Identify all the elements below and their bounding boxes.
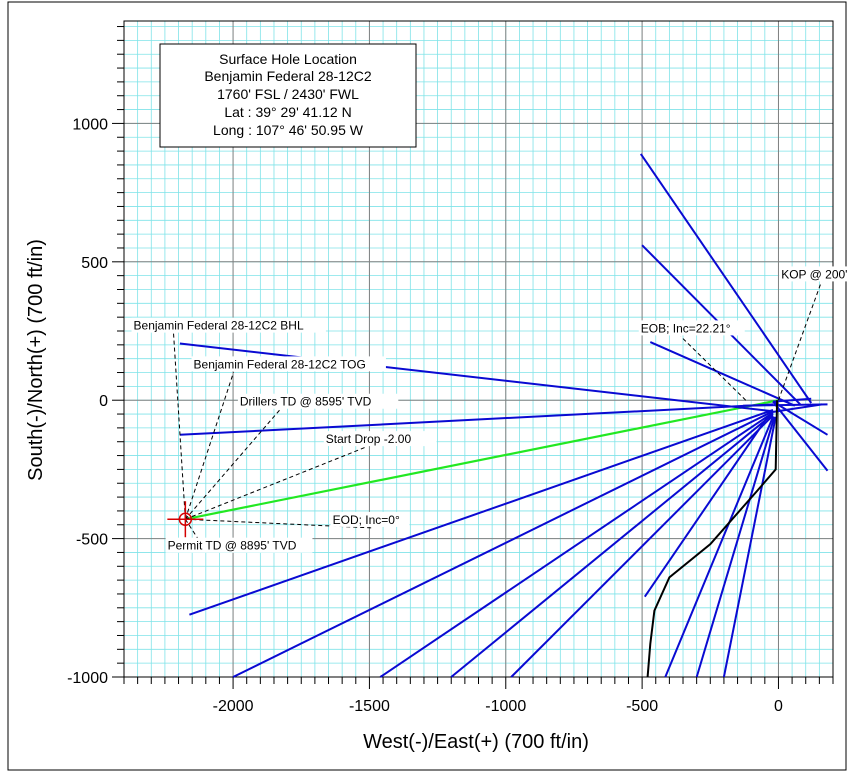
annotation-leader — [680, 336, 747, 401]
annotation-label-bg — [237, 393, 399, 409]
offset-well-line — [450, 413, 774, 678]
y-tick-label: -500 — [76, 532, 108, 549]
offset-well-line — [695, 416, 776, 678]
legend-frame — [159, 43, 417, 148]
offset-well-line — [179, 342, 774, 413]
annotation-label: Drillers TD @ 8595' TVD — [240, 395, 372, 409]
x-tick-label: -1000 — [485, 698, 526, 715]
annotation-leader — [185, 446, 366, 520]
x-tick-label: -2000 — [213, 698, 254, 715]
offset-well-line — [510, 414, 774, 678]
offset-well-line — [232, 410, 774, 678]
annotation-leader — [184, 372, 235, 520]
offset-well-line — [189, 408, 774, 616]
legend-box: Surface Hole Location Benjamin Federal 2… — [159, 43, 417, 148]
annotation-label-bg — [191, 356, 386, 372]
annotation-label-bg — [638, 320, 745, 336]
y-tick-label: 500 — [81, 255, 108, 272]
annotation-labels: KOP @ 200' EOB; Inc=22.21° Benjamin Federa… — [131, 266, 850, 553]
y-tick-label: 1000 — [72, 116, 108, 133]
annotation-label-bg — [323, 431, 437, 447]
annotation-leader — [184, 409, 281, 520]
offset-well-line — [772, 400, 829, 472]
x-tick-label: 0 — [774, 698, 783, 715]
x-tick-label: -500 — [626, 698, 658, 715]
annotation-label: Permit TD @ 8895' TVD — [168, 539, 297, 553]
y-tick-label: -1000 — [67, 670, 108, 687]
y-tick-label: 0 — [99, 393, 108, 410]
annotation-leader — [173, 333, 186, 520]
offset-well-line — [646, 400, 779, 678]
legend-line-3: 1760' FSL / 2430' FWL — [217, 86, 359, 102]
annotation-label-bg — [779, 266, 850, 282]
target-marker — [167, 501, 204, 538]
offset-well-line — [772, 397, 812, 403]
offset-well-line — [643, 416, 769, 598]
offset-well-line — [742, 403, 828, 407]
offset-well-line — [722, 416, 777, 678]
tick-labels: -2000 -1500 -1000 -500 0 1000 500 0 -500 -1000 — [67, 116, 783, 715]
offset-well-line — [379, 411, 774, 678]
offset-well-line — [772, 400, 829, 436]
y-axis-title: South(-)/North(+) (700 ft/in) — [25, 239, 47, 481]
offset-well-line — [649, 341, 796, 407]
annotation-label-bg — [131, 317, 326, 333]
annotation-label: Start Drop -2.00 — [326, 432, 412, 446]
legend-line-4: Lat : 39° 29' 41.12 N — [224, 104, 351, 120]
annotation-label-bg — [330, 511, 410, 527]
offset-well-line — [639, 153, 813, 404]
annotation-label: KOP @ 200' — [781, 267, 847, 281]
axis-ticks — [112, 26, 834, 689]
annotation-label: Benjamin Federal 28-12C2 BHL — [134, 319, 304, 333]
x-tick-label: -1500 — [349, 698, 390, 715]
annotation-label-bg — [165, 537, 313, 553]
annotation-label: Benjamin Federal 28-12C2 TOG — [194, 357, 366, 371]
offset-well-line — [664, 416, 774, 678]
x-axis-title: West(-)/East(+) (700 ft/in) — [363, 731, 589, 753]
annotation-label: EOD; Inc=0° — [333, 513, 400, 527]
legend-line-5: Long : 107° 46' 50.95 W — [213, 122, 364, 138]
legend-line-2: Benjamin Federal 28-12C2 — [204, 68, 372, 84]
offset-well-line — [179, 403, 774, 436]
series-group — [179, 153, 829, 678]
legend-line-1: Surface Hole Location — [219, 51, 357, 67]
wellpath-line — [185, 399, 779, 521]
annotation-label: EOB; Inc=22.21° — [641, 321, 731, 335]
